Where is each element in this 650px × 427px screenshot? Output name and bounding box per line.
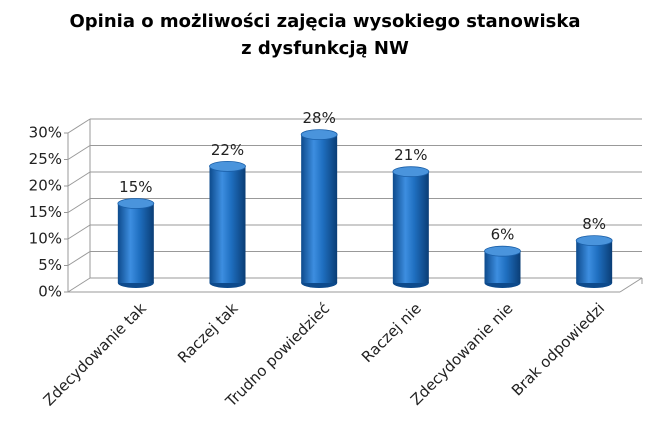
- bar-body: [576, 240, 613, 283]
- y-tick-label: 15%: [29, 203, 62, 221]
- bar: [392, 166, 430, 288]
- grid-line: [67, 145, 91, 160]
- value-label: 22%: [211, 141, 244, 159]
- bar-top: [484, 245, 521, 257]
- bar: [484, 245, 521, 288]
- floor-edge: [619, 277, 643, 293]
- y-tick-label: 25%: [29, 150, 62, 168]
- grid-line: [67, 171, 91, 187]
- bar: [209, 160, 246, 288]
- grid-line: [67, 198, 91, 213]
- bar-top: [117, 198, 155, 209]
- x-tick-label: Raczej nie: [358, 299, 425, 366]
- value-label: 28%: [302, 109, 335, 127]
- value-label: 15%: [119, 178, 152, 196]
- y-tick-label: 10%: [29, 230, 62, 248]
- x-tick-label: Trudno powiedzieć: [221, 299, 333, 411]
- x-tick-label: Brak odpowiedzi: [508, 299, 608, 399]
- bar: [300, 129, 338, 288]
- y-tick-label: 5%: [38, 256, 62, 274]
- y-tick-label: 20%: [29, 177, 62, 195]
- bar-top: [300, 129, 338, 141]
- value-label: 8%: [582, 215, 606, 233]
- bar: [575, 235, 613, 288]
- bar-top: [209, 160, 246, 172]
- y-tick-label: 30%: [29, 124, 62, 142]
- chart-title: Opinia o możliwości zajęcia wysokiego st…: [69, 11, 581, 59]
- value-label: 6%: [491, 226, 515, 244]
- grid-line: [67, 118, 91, 134]
- grid-line: [67, 277, 91, 293]
- grid-line: [67, 224, 91, 240]
- bar-body: [209, 166, 246, 283]
- bar: [117, 198, 155, 288]
- bar-body: [301, 134, 338, 283]
- value-label: 21%: [394, 146, 427, 164]
- x-tick-label: Zdecydowanie tak: [40, 299, 150, 409]
- grid-line: [67, 251, 91, 266]
- bar-body: [117, 203, 154, 283]
- bar-body: [392, 171, 429, 283]
- bar-top: [575, 235, 613, 247]
- y-tick-label: 0%: [38, 283, 62, 301]
- x-tick-label: Raczej tak: [174, 299, 242, 367]
- x-tick-label: Zdecydowanie nie: [407, 299, 517, 409]
- bar-top: [392, 166, 430, 178]
